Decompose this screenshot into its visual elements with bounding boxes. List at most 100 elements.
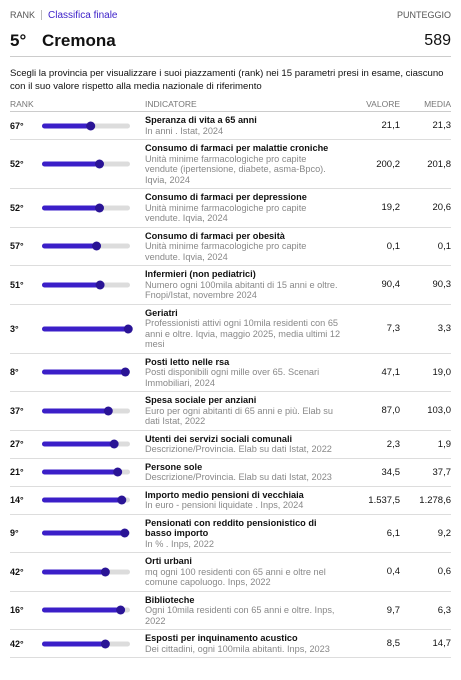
rank-value: 67°: [10, 120, 24, 131]
indicator-cell: Pensionati con reddito pensionistico di …: [145, 518, 345, 550]
rank-bar: [42, 324, 133, 333]
value-cell: 7,3: [386, 323, 400, 334]
column-header: RANK: [10, 99, 34, 109]
average-cell: 20,6: [432, 202, 452, 214]
rank-bar: [42, 203, 130, 213]
bar-dot: [116, 605, 126, 615]
average-cell: 6,3: [437, 604, 451, 616]
indicator-cell: Biblioteche Ogni 10mila residenti con 65 …: [145, 595, 345, 627]
indicator-name: Posti letto nelle rsa: [145, 356, 230, 367]
indicator-source: Posti disponibili ogni mille over 65. Sc…: [145, 367, 320, 388]
indicator-name: Esposti per inquinamento acustico: [145, 633, 298, 643]
rank-cell: 52°: [10, 202, 145, 214]
average-cell: 201,8: [427, 158, 451, 170]
province-name[interactable]: Cremona: [42, 31, 116, 50]
indicator-source: Descrizione/Provincia. Elab su dati Ista…: [145, 444, 332, 454]
rank-value: 27°: [10, 439, 24, 449]
bar-fill: [42, 326, 129, 331]
indicator-name: Infermieri (non pediatrici): [145, 269, 256, 279]
rank-bar: [42, 567, 130, 577]
table-body: 67° Speranza di vita a 65 anni In anni . I…: [10, 112, 451, 658]
rank-bar: [42, 639, 130, 648]
indicator-source: Numero ogni 100mila abitanti di 15 anni …: [145, 279, 338, 301]
bar-dot: [117, 495, 127, 505]
table-row: 42° Esposti per inquinamento acustico Dei …: [10, 630, 451, 658]
rank-value: 42°: [10, 566, 24, 577]
rank-value: 9°: [10, 528, 19, 539]
bar-fill: [42, 469, 118, 475]
rank-cell: 42°: [10, 638, 145, 650]
indicator-source: In anni . Istat, 2024: [145, 125, 224, 136]
average-cell: 9,2: [437, 527, 451, 539]
indicator-source: Unità minime farmacologiche pro capite v…: [145, 202, 307, 224]
average-cell: 0,1: [437, 240, 451, 252]
bar-dot: [103, 406, 113, 416]
section-tab[interactable]: Classifica finale: [48, 9, 118, 21]
table-row: 8° Posti letto nelle rsa Posti disponibili…: [10, 354, 452, 392]
rank-bar: [42, 280, 130, 290]
value-cell: 87,0: [381, 405, 401, 417]
average-cell: 19,0: [432, 366, 452, 378]
average-cell: 0,6: [437, 566, 451, 578]
value-cell: 2,3: [386, 438, 400, 450]
column-headers: RANK INDICATORE VALORE MEDIA: [10, 97, 451, 112]
table-row: 27° Utenti dei servizi sociali comunali De…: [10, 431, 451, 459]
rank-cell: 21°: [10, 466, 145, 478]
value-cell: 21,1: [381, 120, 401, 131]
value-cell: 0,1: [386, 240, 400, 252]
value-cell: 9,7: [386, 604, 400, 616]
column-header: MEDIA: [424, 99, 451, 109]
bar-dot: [120, 528, 130, 538]
indicator-source: Dei cittadini, ogni 100mila abitanti. In…: [145, 643, 330, 654]
indicator-name: Biblioteche: [145, 594, 195, 605]
bar-dot: [100, 567, 110, 577]
rank-cell: 57°: [10, 240, 145, 252]
bar-dot: [95, 280, 105, 290]
rank-cell: 16°: [10, 604, 145, 616]
indicator-source: Unità minime farmacologiche pro capite v…: [145, 153, 326, 185]
rank-cell: 42°: [10, 566, 145, 578]
indicator-name: Consumo di farmaci per obesità: [145, 230, 285, 241]
table-row: 42° Orti urbani mq ogni 100 residenti con …: [10, 553, 451, 592]
rank-value: 8°: [10, 367, 19, 378]
table-row: 67° Speranza di vita a 65 anni In anni . I…: [10, 112, 451, 140]
indicator-name: Persone sole: [145, 461, 203, 472]
rank-bar: [42, 121, 130, 130]
indicator-name: Orti urbani: [145, 556, 192, 566]
rank-bar: [42, 528, 130, 538]
bar-fill: [42, 123, 91, 128]
ranking-panel: RANK Classifica finale PUNTEGGIO 5° Crem…: [10, 9, 451, 658]
rank-value: 42°: [10, 638, 24, 649]
indicator-cell: Consumo di farmaci per malattie croniche…: [145, 143, 345, 185]
rank-value: 52°: [10, 202, 24, 213]
rank-value: 51°: [10, 279, 24, 290]
indicator-cell: Persone sole Descrizione/Provincia. Elab …: [145, 462, 345, 483]
bar-fill: [42, 497, 122, 503]
table-row: 57° Consumo di farmaci per obesità Unità m…: [10, 228, 451, 266]
indicator-cell: Consumo di farmaci per depressione Unità …: [145, 192, 345, 224]
indicator-source: Professionisti attivi ogni 10mila reside…: [145, 318, 341, 349]
value-cell: 1.537,5: [368, 494, 400, 506]
rank-bar: [42, 605, 130, 615]
average-cell: 103,0: [427, 405, 451, 417]
table-row: 16° Biblioteche Ogni 10mila residenti con …: [10, 592, 451, 630]
province-rank: 5°: [10, 31, 27, 50]
indicator-name: Speranza di vita a 65 anni: [145, 115, 257, 125]
indicator-cell: Orti urbani mq ogni 100 residenti con 65 …: [145, 556, 345, 588]
rank-value: 52°: [10, 159, 24, 169]
table-row: 52° Consumo di farmaci per malattie croni…: [10, 140, 451, 189]
rank-bar: [42, 467, 130, 477]
rank-bar: [42, 367, 130, 377]
table-row: 21° Persone sole Descrizione/Provincia. El…: [10, 459, 451, 487]
bar-dot: [92, 241, 102, 251]
indicator-cell: Speranza di vita a 65 anni In anni . Ista…: [145, 115, 345, 136]
rank-label: RANK: [10, 10, 43, 20]
bar-dot: [94, 159, 104, 169]
bar-fill: [42, 641, 106, 646]
bar-dot: [94, 203, 104, 213]
rank-value: 21°: [10, 467, 24, 477]
value-cell: 19,2: [381, 202, 401, 214]
bar-fill: [42, 161, 100, 167]
indicator-name: Geriatri: [145, 307, 178, 318]
